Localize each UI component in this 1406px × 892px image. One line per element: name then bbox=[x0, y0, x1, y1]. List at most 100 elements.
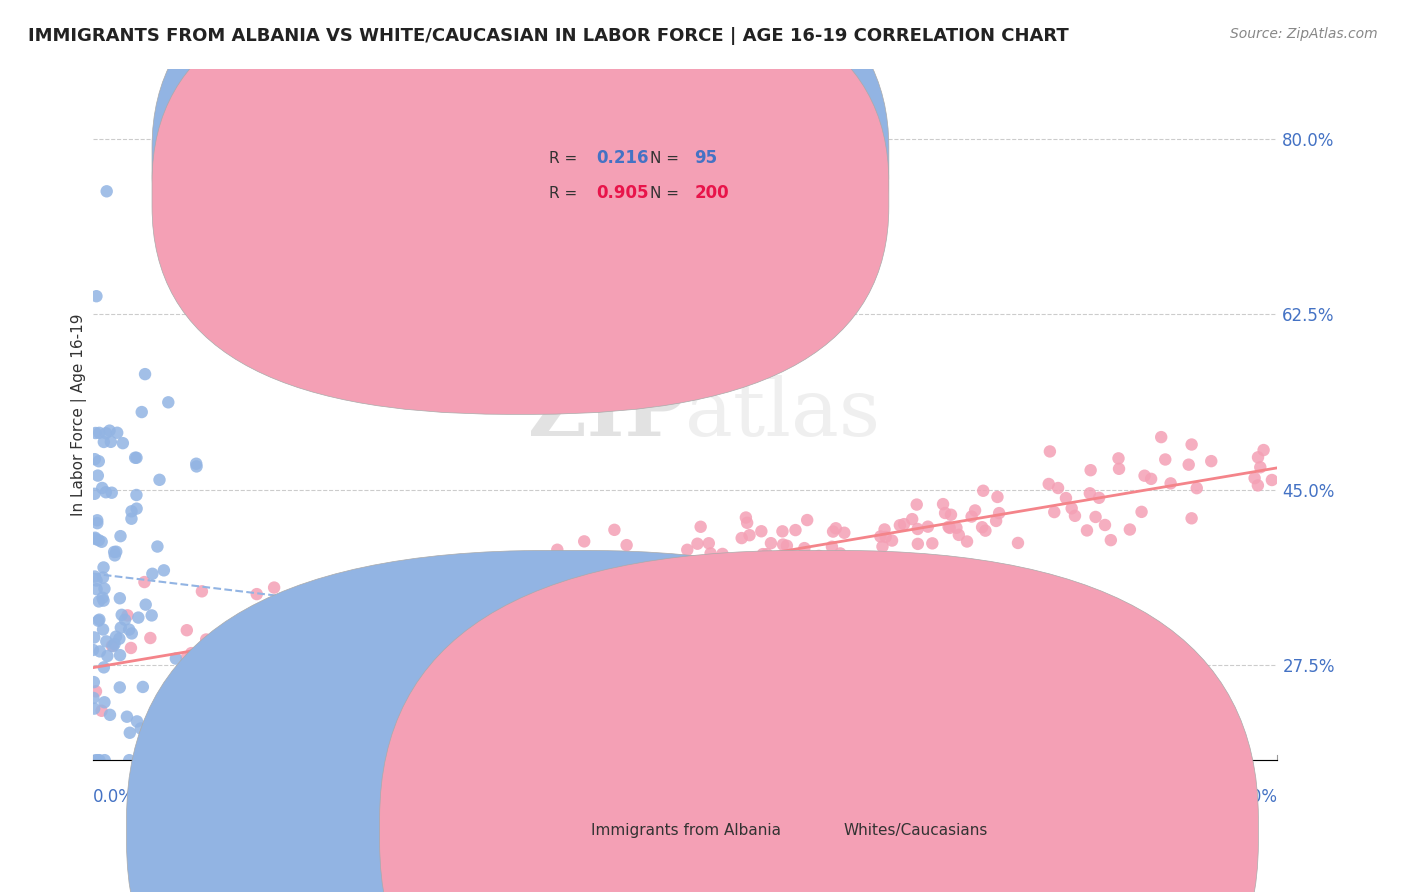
Point bbox=[457, 632, 479, 647]
Point bbox=[83, 569, 105, 583]
Point bbox=[1078, 486, 1101, 500]
Point bbox=[948, 528, 970, 542]
Point bbox=[451, 618, 474, 632]
Point bbox=[575, 605, 598, 619]
Point bbox=[510, 594, 533, 608]
Point bbox=[917, 519, 939, 533]
Point bbox=[226, 657, 249, 671]
Point bbox=[505, 585, 527, 599]
Text: 100.0%: 100.0% bbox=[1215, 788, 1278, 805]
Point bbox=[956, 534, 979, 549]
Point bbox=[352, 617, 374, 632]
Point bbox=[321, 648, 343, 663]
Point bbox=[141, 608, 163, 623]
Point bbox=[429, 582, 451, 596]
Point bbox=[236, 648, 259, 663]
FancyBboxPatch shape bbox=[152, 0, 889, 415]
Point bbox=[553, 582, 575, 596]
Point bbox=[86, 289, 108, 303]
Point bbox=[121, 626, 143, 640]
Point bbox=[503, 562, 526, 576]
Point bbox=[181, 664, 204, 678]
Point bbox=[121, 504, 143, 518]
Point bbox=[1099, 533, 1122, 548]
Point bbox=[938, 520, 960, 534]
Point bbox=[988, 506, 1011, 520]
Point bbox=[118, 725, 141, 739]
Point bbox=[89, 613, 111, 627]
Point bbox=[139, 631, 162, 645]
Point bbox=[921, 536, 943, 550]
Point bbox=[676, 542, 699, 557]
Point bbox=[225, 640, 247, 654]
Point bbox=[290, 613, 312, 627]
FancyBboxPatch shape bbox=[152, 0, 889, 380]
Point bbox=[1253, 443, 1275, 458]
Point bbox=[1108, 462, 1130, 476]
Point bbox=[129, 722, 152, 736]
Point bbox=[100, 434, 122, 449]
Point bbox=[148, 473, 170, 487]
Point bbox=[103, 637, 125, 651]
Point bbox=[793, 541, 815, 555]
Point bbox=[889, 518, 911, 533]
Point bbox=[697, 536, 720, 550]
Point bbox=[488, 554, 510, 568]
Point bbox=[84, 425, 107, 440]
Point bbox=[98, 424, 121, 438]
Point bbox=[94, 426, 117, 441]
Point bbox=[165, 651, 187, 665]
Point bbox=[824, 521, 846, 535]
Point bbox=[546, 542, 568, 557]
Point bbox=[86, 574, 108, 588]
Point bbox=[125, 501, 148, 516]
Point bbox=[1038, 477, 1060, 491]
Point bbox=[907, 522, 929, 536]
Point bbox=[132, 680, 155, 694]
Point bbox=[623, 573, 645, 587]
Point bbox=[737, 564, 759, 578]
Point bbox=[1247, 450, 1270, 465]
Point bbox=[972, 520, 994, 534]
Point bbox=[83, 631, 105, 645]
Point bbox=[865, 561, 887, 575]
Point bbox=[530, 607, 553, 621]
Point bbox=[83, 675, 105, 690]
Point bbox=[1076, 524, 1098, 538]
Text: atlas: atlas bbox=[685, 376, 880, 453]
Point bbox=[735, 510, 758, 524]
Point bbox=[370, 614, 392, 628]
Point bbox=[870, 568, 893, 582]
Point bbox=[176, 624, 198, 638]
Point bbox=[121, 512, 143, 526]
Text: Whites/Caucasians: Whites/Caucasians bbox=[844, 823, 988, 838]
Point bbox=[84, 753, 107, 767]
Point bbox=[776, 539, 799, 553]
Point bbox=[284, 632, 307, 647]
Point bbox=[209, 648, 232, 662]
Point bbox=[464, 596, 486, 610]
Point bbox=[135, 598, 157, 612]
Point bbox=[1108, 451, 1130, 466]
Point bbox=[427, 648, 450, 662]
Point bbox=[170, 753, 193, 767]
Point bbox=[1140, 472, 1163, 486]
Point bbox=[586, 574, 609, 589]
Point bbox=[1154, 452, 1177, 467]
Point bbox=[984, 514, 1007, 528]
Point bbox=[488, 623, 510, 637]
Point bbox=[772, 524, 794, 539]
Point bbox=[974, 524, 997, 538]
Point bbox=[772, 537, 794, 551]
Point bbox=[1249, 460, 1271, 475]
Point bbox=[226, 648, 249, 663]
Point bbox=[378, 599, 401, 613]
Point bbox=[186, 457, 208, 471]
Text: R =: R = bbox=[548, 151, 582, 166]
Point bbox=[748, 567, 770, 582]
Point bbox=[553, 591, 575, 606]
Point bbox=[96, 634, 118, 648]
Point bbox=[111, 436, 134, 450]
Point bbox=[87, 614, 110, 628]
Point bbox=[420, 599, 443, 613]
